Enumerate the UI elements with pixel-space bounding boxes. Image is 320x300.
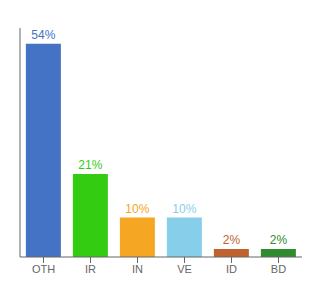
svg-text:2%: 2%	[270, 233, 288, 247]
svg-text:IN: IN	[132, 263, 143, 275]
svg-text:10%: 10%	[172, 202, 196, 216]
svg-text:VE: VE	[177, 263, 192, 275]
svg-text:BD: BD	[271, 263, 286, 275]
svg-text:ID: ID	[226, 263, 237, 275]
svg-text:54%: 54%	[31, 28, 55, 42]
svg-text:OTH: OTH	[32, 263, 55, 275]
svg-text:21%: 21%	[78, 158, 102, 172]
svg-text:2%: 2%	[223, 233, 241, 247]
svg-text:IR: IR	[85, 263, 96, 275]
svg-text:10%: 10%	[125, 202, 149, 216]
